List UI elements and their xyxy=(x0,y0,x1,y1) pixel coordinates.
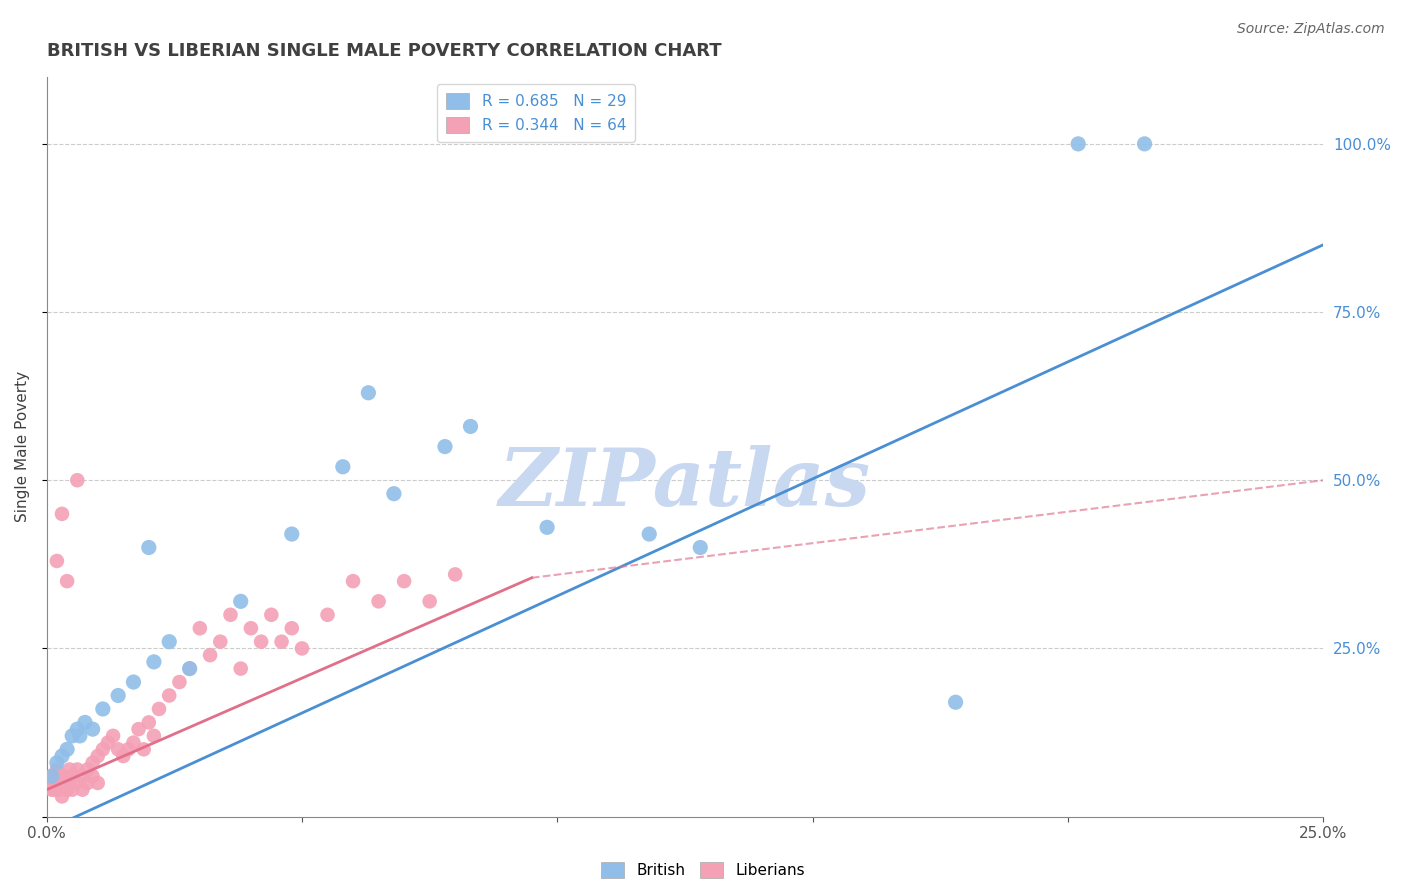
Point xyxy=(281,527,304,541)
Text: BRITISH VS LIBERIAN SINGLE MALE POVERTY CORRELATION CHART: BRITISH VS LIBERIAN SINGLE MALE POVERTY … xyxy=(46,42,721,60)
Point xyxy=(107,689,129,703)
Point xyxy=(239,621,262,635)
Point xyxy=(107,742,129,756)
Point xyxy=(60,729,83,743)
Point xyxy=(69,729,91,743)
Point xyxy=(112,749,135,764)
Point xyxy=(46,782,69,797)
Point xyxy=(82,722,104,736)
Point xyxy=(179,662,201,676)
Point xyxy=(357,385,380,400)
Point xyxy=(53,769,76,783)
Point xyxy=(188,621,211,635)
Y-axis label: Single Male Poverty: Single Male Poverty xyxy=(15,371,30,522)
Point xyxy=(1133,136,1156,151)
Point xyxy=(45,769,67,783)
Point xyxy=(219,607,242,622)
Point xyxy=(209,634,232,648)
Point xyxy=(117,742,139,756)
Point xyxy=(122,736,145,750)
Point xyxy=(56,574,79,589)
Point xyxy=(132,742,155,756)
Point xyxy=(72,782,94,797)
Point xyxy=(66,776,89,790)
Point xyxy=(82,769,104,783)
Point xyxy=(72,769,94,783)
Point xyxy=(45,776,67,790)
Point xyxy=(260,607,283,622)
Point xyxy=(91,742,114,756)
Point xyxy=(433,440,456,454)
Point xyxy=(60,769,83,783)
Text: ZIPatlas: ZIPatlas xyxy=(499,445,872,523)
Point xyxy=(41,782,63,797)
Point xyxy=(198,648,221,662)
Point xyxy=(51,749,73,764)
Point xyxy=(270,634,292,648)
Point xyxy=(48,769,70,783)
Point xyxy=(367,594,389,608)
Point xyxy=(1067,136,1090,151)
Point xyxy=(51,776,73,790)
Point xyxy=(87,776,110,790)
Point xyxy=(41,769,63,783)
Point xyxy=(419,594,441,608)
Point xyxy=(342,574,364,589)
Point xyxy=(44,782,66,797)
Point xyxy=(122,675,145,690)
Point xyxy=(91,702,114,716)
Point xyxy=(460,419,482,434)
Point xyxy=(945,695,967,709)
Point xyxy=(142,655,165,669)
Point xyxy=(316,607,339,622)
Point xyxy=(51,507,73,521)
Point xyxy=(229,594,252,608)
Point xyxy=(76,776,98,790)
Point xyxy=(73,715,96,730)
Legend: R = 0.685   N = 29, R = 0.344   N = 64: R = 0.685 N = 29, R = 0.344 N = 64 xyxy=(437,84,636,142)
Point xyxy=(142,729,165,743)
Point xyxy=(229,662,252,676)
Point xyxy=(97,736,120,750)
Point xyxy=(56,782,79,797)
Point xyxy=(42,776,65,790)
Point xyxy=(250,634,273,648)
Point xyxy=(536,520,558,534)
Point xyxy=(638,527,661,541)
Point xyxy=(169,675,191,690)
Point xyxy=(138,715,160,730)
Point xyxy=(291,641,314,656)
Point xyxy=(179,662,201,676)
Point xyxy=(148,702,170,716)
Point xyxy=(87,749,110,764)
Point xyxy=(41,769,63,783)
Point xyxy=(66,473,89,487)
Point xyxy=(444,567,467,582)
Point xyxy=(56,776,79,790)
Legend: British, Liberians: British, Liberians xyxy=(595,856,811,884)
Point xyxy=(76,763,98,777)
Point xyxy=(45,554,67,568)
Point xyxy=(281,621,304,635)
Point xyxy=(66,722,89,736)
Point xyxy=(101,729,124,743)
Point xyxy=(128,722,150,736)
Point xyxy=(45,763,67,777)
Point xyxy=(45,756,67,770)
Point xyxy=(689,541,711,555)
Point xyxy=(51,789,73,804)
Point xyxy=(82,756,104,770)
Point xyxy=(59,763,82,777)
Point xyxy=(138,541,160,555)
Point xyxy=(157,689,180,703)
Point xyxy=(332,459,354,474)
Point xyxy=(157,634,180,648)
Point xyxy=(38,776,60,790)
Text: Source: ZipAtlas.com: Source: ZipAtlas.com xyxy=(1237,22,1385,37)
Point xyxy=(56,742,79,756)
Point xyxy=(60,782,83,797)
Point xyxy=(382,486,405,500)
Point xyxy=(66,763,89,777)
Point xyxy=(392,574,415,589)
